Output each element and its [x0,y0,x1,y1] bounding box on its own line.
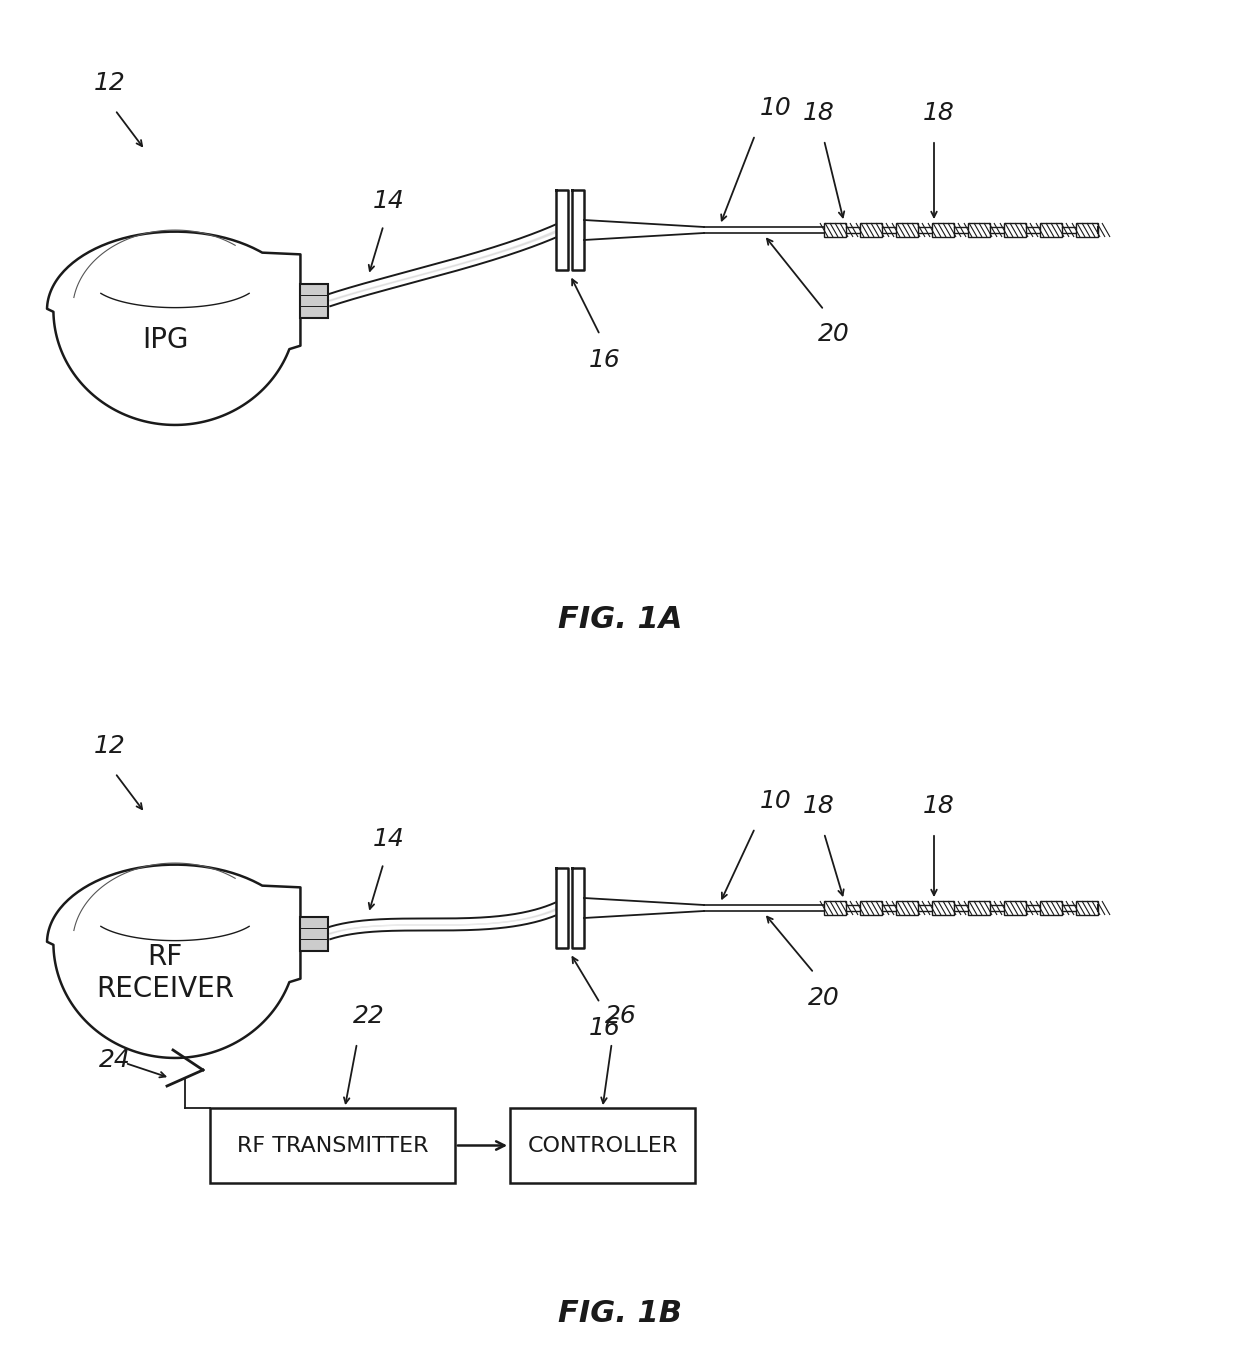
Text: CONTROLLER: CONTROLLER [527,1135,677,1155]
Bar [825,900,846,915]
Bar [968,900,990,915]
Bar [932,222,954,237]
Bar [300,283,329,317]
Polygon shape [47,232,300,424]
Text: 20: 20 [818,321,849,346]
Text: 14: 14 [372,827,404,850]
Polygon shape [47,865,300,1058]
Bar [825,222,846,237]
Text: RF TRANSMITTER: RF TRANSMITTER [237,1135,428,1155]
Text: 10: 10 [760,96,792,119]
Text: 18: 18 [923,100,955,125]
Text: RF
RECEIVER: RF RECEIVER [95,942,234,1003]
Bar [861,900,882,915]
Text: 12: 12 [94,734,126,758]
Text: 18: 18 [804,100,835,125]
Text: FIG. 1B: FIG. 1B [558,1299,682,1328]
Bar [300,917,329,951]
Bar [1040,900,1061,915]
Bar [1076,222,1097,237]
Text: 12: 12 [94,71,126,95]
Text: FIG. 1A: FIG. 1A [558,606,682,635]
Bar [897,900,918,915]
Text: IPG: IPG [141,325,188,354]
Bar [1076,900,1097,915]
Text: 16: 16 [589,1016,621,1040]
Bar [897,222,918,237]
Bar [861,222,882,237]
Bar [510,1108,694,1182]
Text: 22: 22 [353,1003,386,1028]
Text: 18: 18 [804,795,835,818]
Text: 26: 26 [605,1003,637,1028]
Bar [1004,222,1025,237]
Text: 24: 24 [99,1048,131,1073]
Bar [1040,222,1061,237]
Text: 18: 18 [923,795,955,818]
Text: 14: 14 [372,188,404,213]
Bar [932,900,954,915]
Bar [210,1108,455,1182]
Text: 20: 20 [808,986,839,1010]
Bar [1004,900,1025,915]
Bar [968,222,990,237]
Text: 10: 10 [760,789,792,814]
Text: 16: 16 [589,348,621,372]
